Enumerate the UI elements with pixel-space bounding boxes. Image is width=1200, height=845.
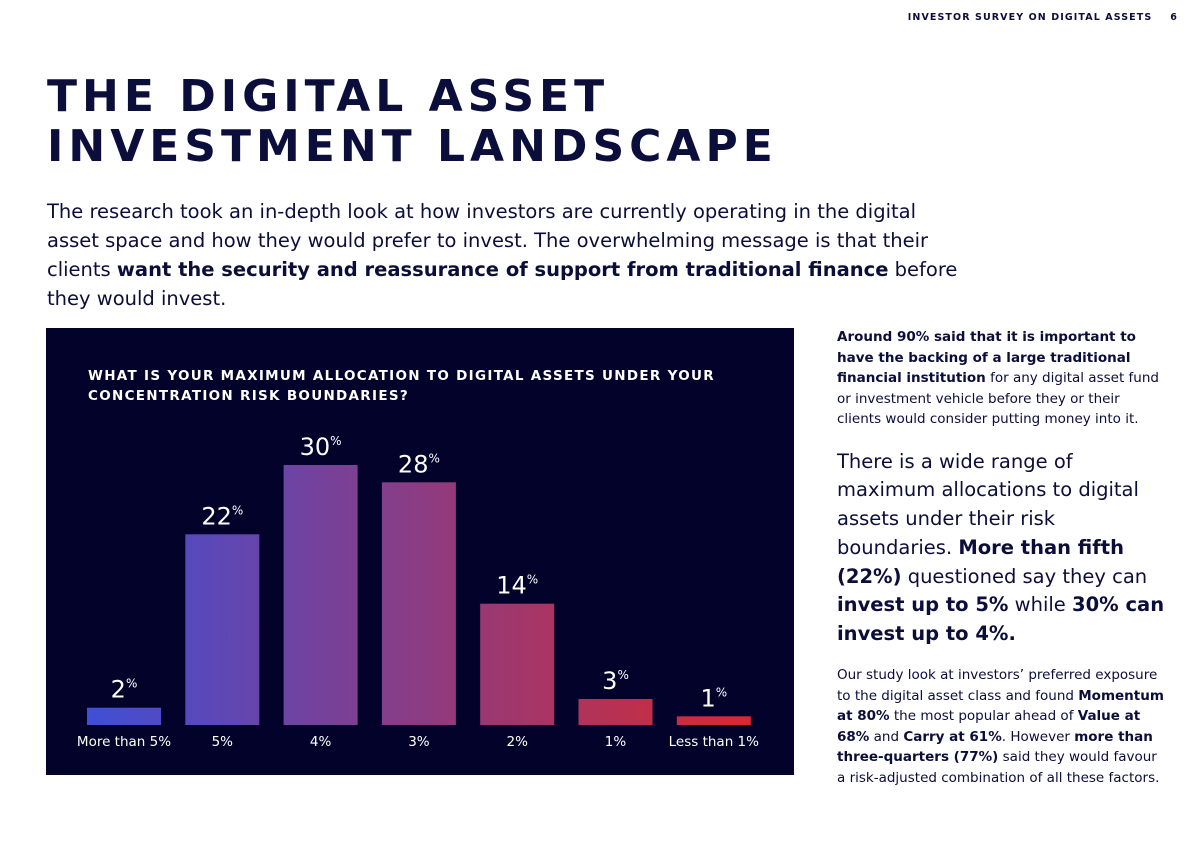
intro-paragraph: The research took an in-depth look at ho…	[47, 197, 967, 313]
text-run: . However	[1001, 728, 1075, 745]
data-label-value: 30	[300, 433, 331, 461]
text-run: for any digital asset fund or investment…	[837, 370, 1159, 427]
text-run: There is a wide range of maximum allocat…	[837, 449, 1139, 559]
data-label-value: 28	[398, 450, 429, 478]
bar-3	[381, 482, 456, 725]
page-title-line-2: INVESTMENT LANDSCAPE	[47, 121, 778, 172]
bold-text-run: more than three-quarters (77%)	[837, 728, 1153, 766]
chart-title-line-2: CONCENTRATION RISK BOUNDARIES?	[88, 388, 409, 404]
category-label-2: 4%	[310, 734, 332, 750]
data-label-unit: %	[232, 503, 243, 517]
category-labels-layer: More than 5% 5% 4% 3% 2% 1% Less than 1%	[77, 734, 759, 750]
data-label-6: 1%	[700, 684, 727, 712]
category-label-4: 2%	[506, 734, 528, 750]
bar-6	[676, 716, 751, 725]
bars-layer	[87, 465, 751, 725]
page-title-line-1: THE DIGITAL ASSET	[47, 71, 610, 122]
sidebar-paragraph-2: There is a wide range of maximum allocat…	[837, 448, 1167, 650]
text-run: while	[1008, 593, 1073, 617]
data-label-value: 1	[700, 684, 715, 712]
text-run: said they would favour a risk-adjusted c…	[837, 749, 1160, 786]
data-label-value: 22	[201, 502, 232, 530]
bar-0	[87, 707, 161, 725]
running-header: INVESTOR SURVEY ON DIGITAL ASSETS 6	[908, 12, 1178, 23]
category-label-3: 3%	[408, 734, 430, 750]
bold-text-run: Around 90% said that it is important to …	[837, 329, 1136, 386]
data-label-value: 3	[602, 667, 617, 695]
data-label-unit: %	[126, 677, 137, 691]
data-label-5: 3%	[602, 667, 629, 695]
data-label-unit: %	[428, 451, 439, 465]
sidebar-paragraph-3: Our study look at investors’ preferred e…	[837, 665, 1167, 788]
bar-5	[578, 699, 653, 725]
data-label-unit: %	[716, 685, 727, 699]
chart-panel: WHAT IS YOUR MAXIMUM ALLOCATION TO DIGIT…	[46, 328, 794, 775]
data-label-1: 22%	[201, 502, 243, 530]
category-label-5: 1%	[605, 734, 627, 750]
text-run: and	[869, 728, 904, 745]
chart-title-line-1: WHAT IS YOUR MAXIMUM ALLOCATION TO DIGIT…	[88, 368, 715, 384]
sidebar-paragraph-1: Around 90% said that it is important to …	[837, 327, 1167, 430]
bar-2	[283, 465, 358, 725]
intro-bold-text: want the security and reassurance of sup…	[116, 258, 889, 281]
text-run: Our study look at investors’ preferred e…	[837, 667, 1158, 704]
bold-text-run: Value at 68%	[837, 708, 1141, 745]
text-run: questioned say they can	[901, 564, 1148, 588]
bold-text-run: Momentum at 80%	[837, 687, 1164, 725]
bold-text-run: More than fifth (22%)	[837, 535, 1124, 588]
data-label-value: 2	[111, 676, 126, 704]
page-number: 6	[1170, 12, 1178, 23]
data-labels-layer: 2%22%30%28%14%3%1%	[111, 433, 727, 712]
bar-4	[480, 603, 555, 725]
bold-text-run: Carry at 61%	[903, 728, 1002, 745]
data-label-unit: %	[330, 434, 341, 448]
intro-text-2: before they would invest.	[47, 258, 958, 310]
data-label-value: 14	[496, 572, 527, 600]
data-label-3: 28%	[398, 450, 440, 478]
page-title: THE DIGITAL ASSET INVESTMENT LANDSCAPE	[47, 72, 778, 172]
chart-title: WHAT IS YOUR MAXIMUM ALLOCATION TO DIGIT…	[88, 366, 728, 406]
intro-text-1: The research took an in-depth look at ho…	[47, 200, 929, 281]
data-label-4: 14%	[496, 572, 538, 600]
bold-text-run: invest up to 5%	[837, 593, 1009, 617]
text-run: the most popular ahead of	[889, 708, 1078, 725]
bar-chart: 2%22%30%28%14%3%1% More than 5% 5% 4% 3% 2% 1…	[77, 433, 759, 750]
data-label-2: 30%	[300, 433, 342, 461]
category-label-0: More than 5%	[77, 734, 171, 750]
bar-1	[185, 534, 260, 725]
category-label-1: 5%	[212, 734, 234, 750]
category-label-6: Less than 1%	[669, 734, 760, 750]
data-label-0: 2%	[111, 676, 138, 704]
sidebar-column: Around 90% said that it is important to …	[837, 327, 1167, 788]
bold-text-run: 30% can invest up to 4%.	[837, 593, 1165, 646]
data-label-unit: %	[617, 668, 628, 682]
data-label-unit: %	[527, 573, 538, 587]
running-title: INVESTOR SURVEY ON DIGITAL ASSETS	[907, 12, 1153, 23]
